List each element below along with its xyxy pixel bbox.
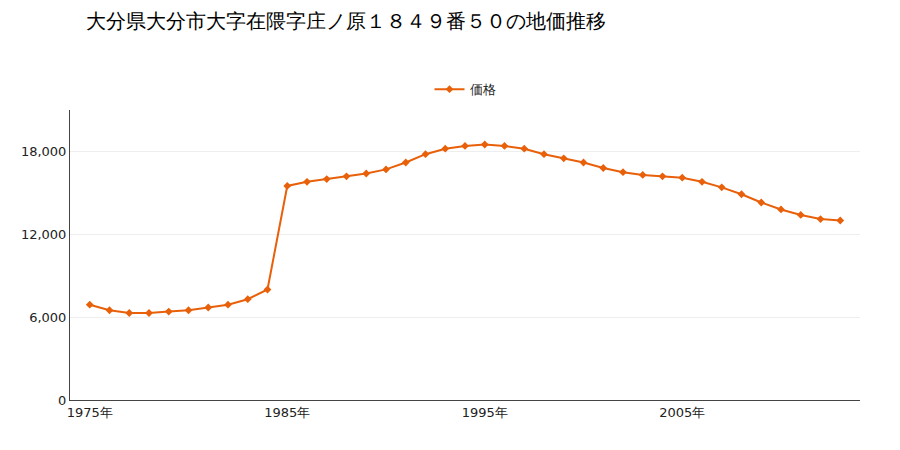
svg-text:12,000: 12,000 [21, 227, 67, 242]
svg-text:1985年: 1985年 [264, 405, 310, 420]
svg-text:0: 0 [58, 393, 66, 408]
svg-text:6,000: 6,000 [29, 310, 66, 325]
svg-text:大分県大分市大字在隈字庄ノ原１８４９番５０の地価推移: 大分県大分市大字在隈字庄ノ原１８４９番５０の地価推移 [86, 9, 606, 33]
svg-text:1975年: 1975年 [67, 405, 113, 420]
svg-text:18,000: 18,000 [21, 144, 67, 159]
svg-text:2005年: 2005年 [659, 405, 705, 420]
svg-text:1995年: 1995年 [462, 405, 508, 420]
svg-text:価格: 価格 [470, 82, 496, 97]
